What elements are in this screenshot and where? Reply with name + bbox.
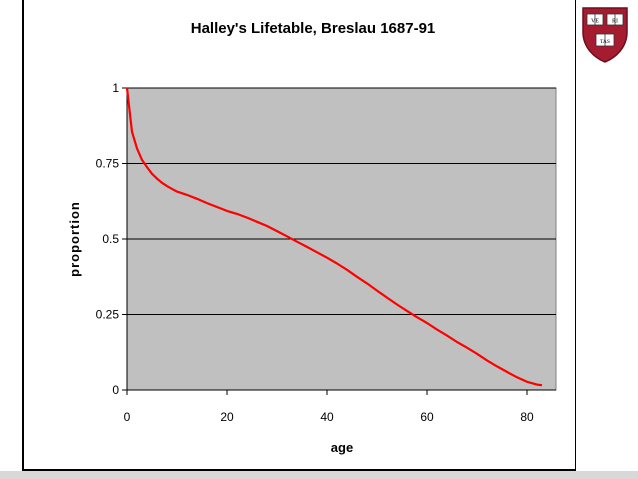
svg-text:RI: RI <box>612 19 618 25</box>
y-tick-label: 1 <box>112 81 119 95</box>
y-axis-label: proportion <box>67 201 82 277</box>
y-tick-label: 0 <box>112 383 119 397</box>
y-tick-label: 0.25 <box>96 308 120 322</box>
x-tick-label: 20 <box>220 410 234 424</box>
svg-text:VE: VE <box>591 19 599 25</box>
x-axis: 0 20 40 60 80 <box>124 389 556 424</box>
gridlines <box>127 87 556 315</box>
x-axis-label: age <box>331 440 353 455</box>
x-tick-label: 80 <box>520 410 534 424</box>
x-tick-label: 40 <box>320 410 334 424</box>
chart-title: Halley's Lifetable, Breslau 1687-91 <box>191 20 436 37</box>
y-tick-label: 0.5 <box>102 232 119 246</box>
bottom-strip <box>0 471 638 479</box>
series-line <box>125 87 543 387</box>
x-tick-label: 60 <box>420 410 434 424</box>
y-axis: 0 0.25 0.5 0.75 1 <box>96 81 128 397</box>
y-tick-label: 0.75 <box>96 157 120 171</box>
slide-bottom-border <box>22 469 576 471</box>
x-tick-label: 0 <box>124 410 131 424</box>
slide-left-border <box>22 0 24 471</box>
svg-text:TAS: TAS <box>600 39 610 45</box>
harvard-shield-logo: VE RI TAS <box>582 7 628 63</box>
slide-right-border <box>575 0 576 471</box>
